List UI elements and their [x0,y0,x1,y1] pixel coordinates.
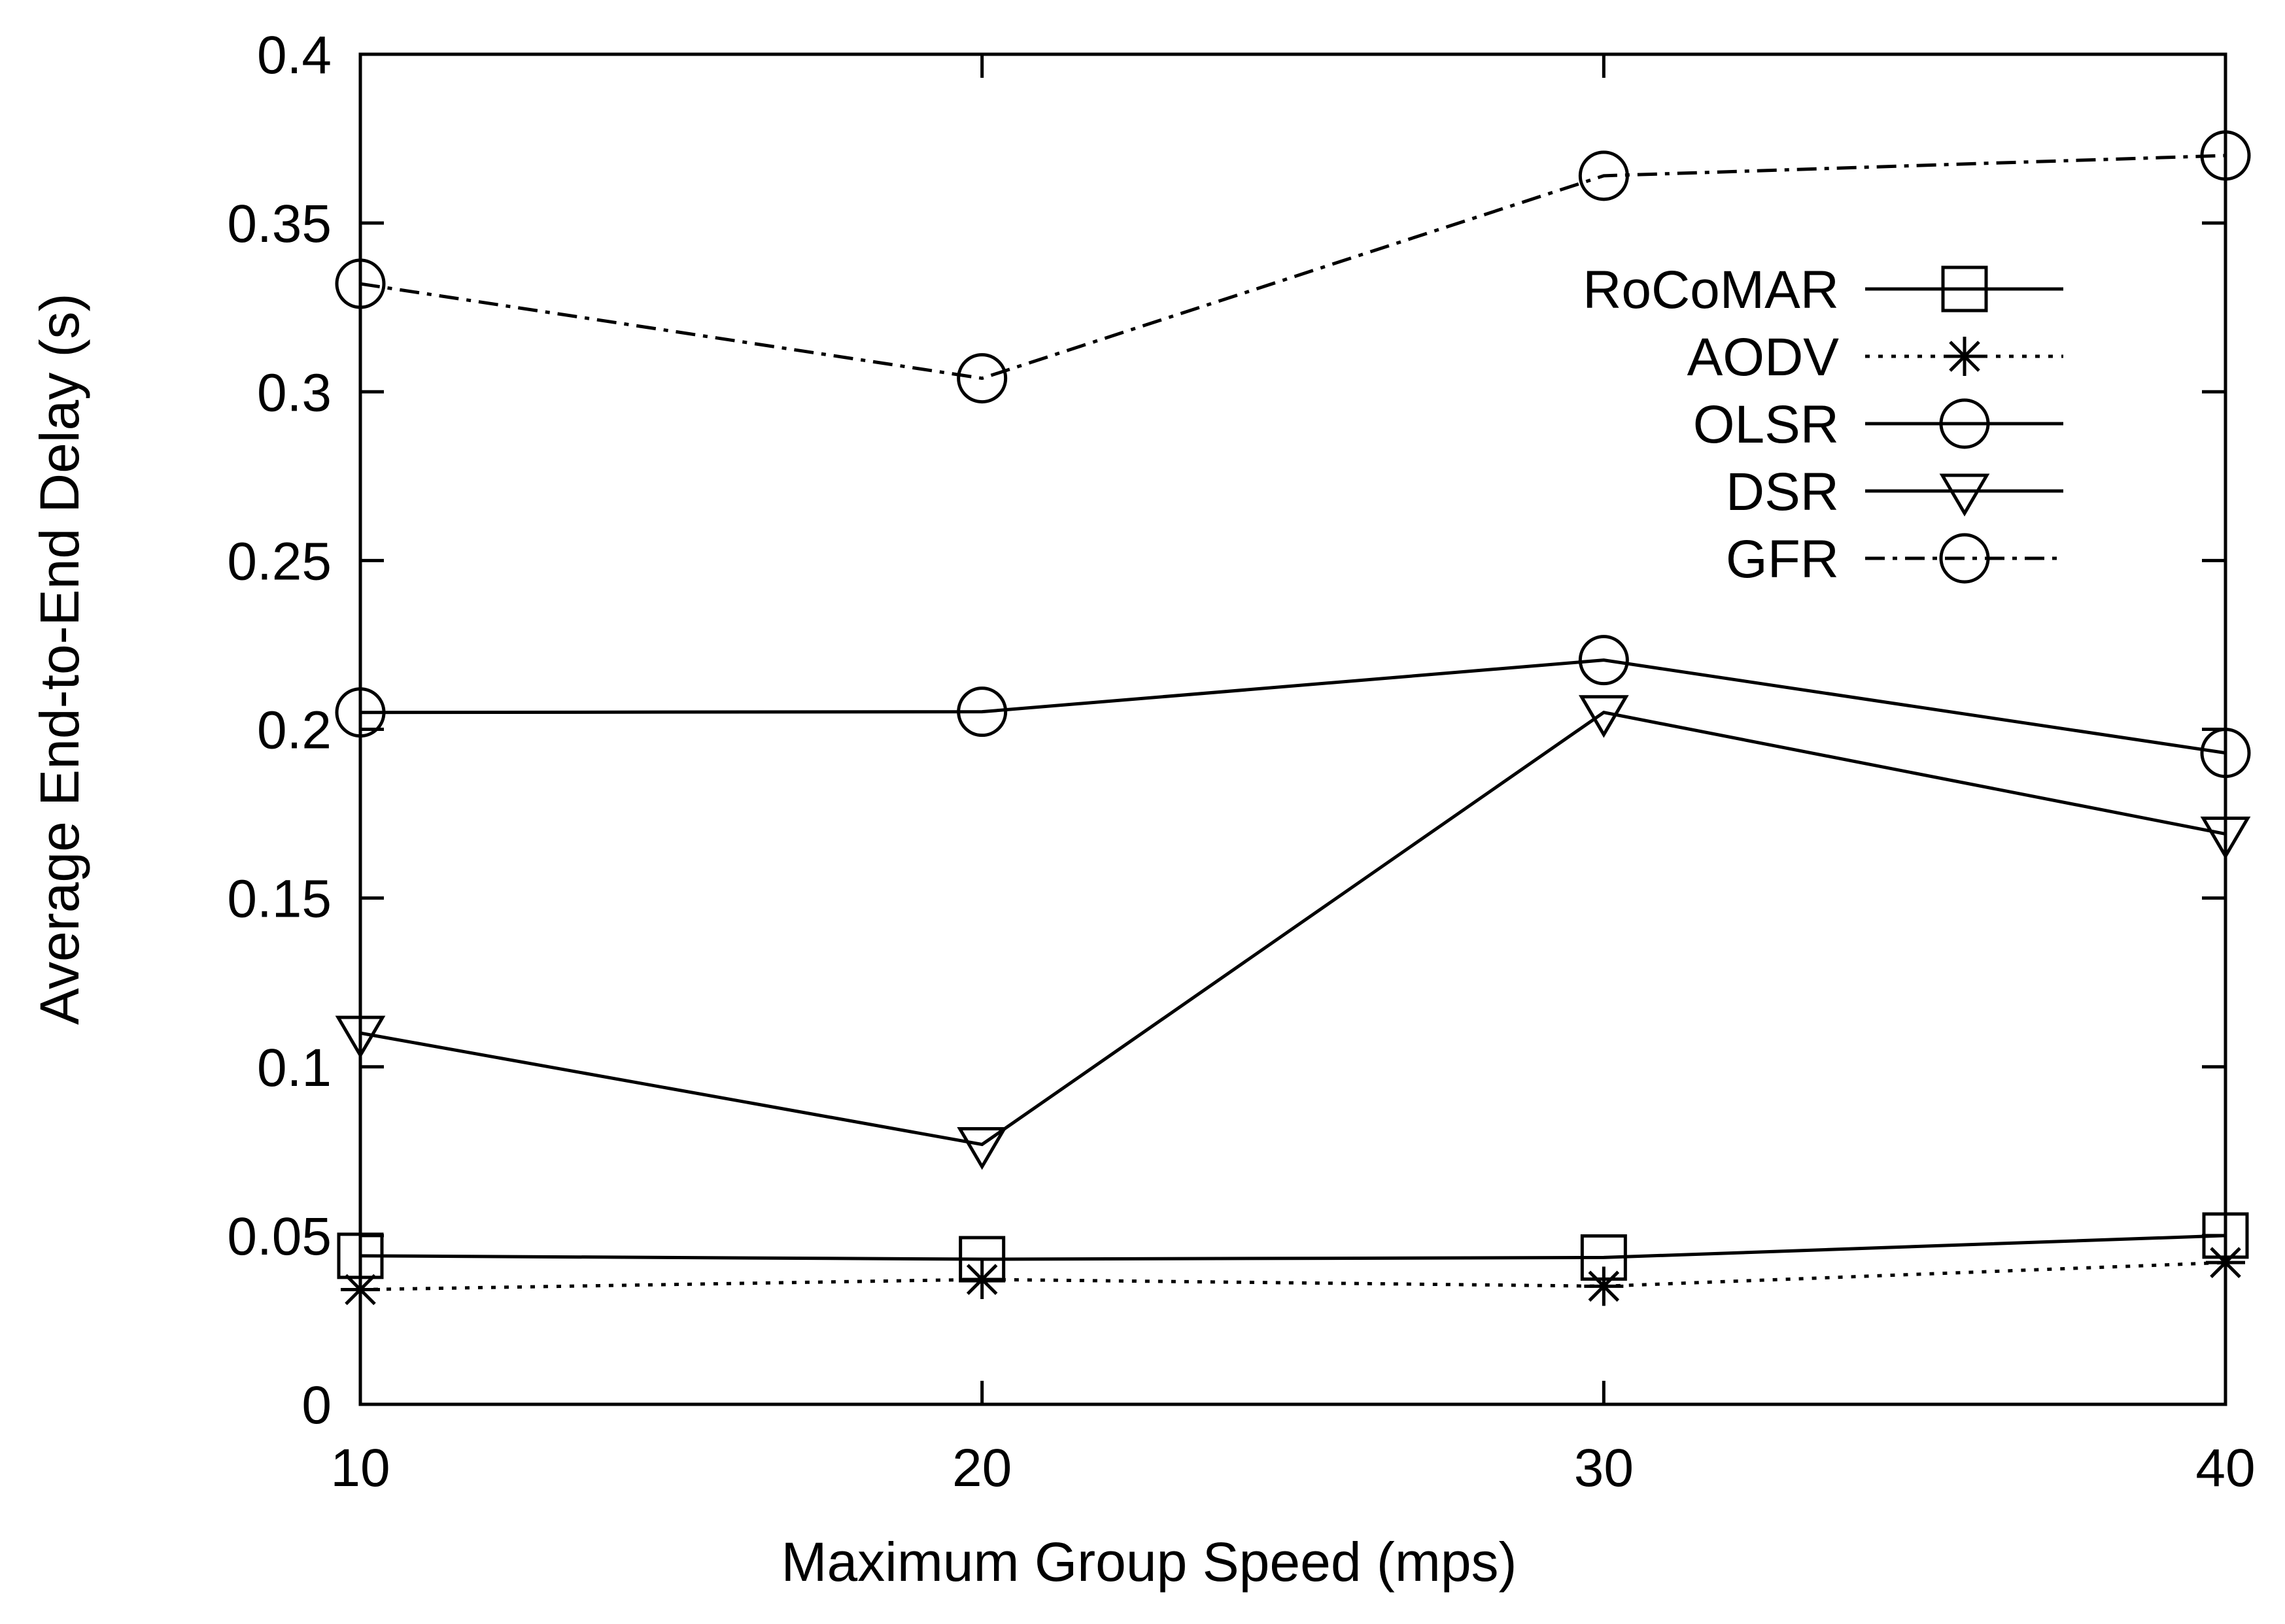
gfr-marker [335,258,386,309]
legend-marker-aodv [1945,337,1984,376]
legend-marker-olsr [1939,398,1990,449]
legend-label-aodv: AODV [1687,328,1840,387]
series-olsr [335,635,2251,779]
axis-ticks: 0 0.05 0.1 0.15 0.2 0.25 0.3 0.35 0.4 10 20 30 40 [227,25,2255,1498]
legend-item-olsr: OLSR [1693,395,2063,454]
olsr-marker [1578,635,1629,686]
y-tick-label: 0.35 [227,194,332,254]
y-tick-label: 0.15 [227,870,332,929]
dsr-marker [335,1015,386,1059]
olsr-line [360,658,2226,755]
dsr-marker [1578,695,1629,738]
legend: RoCoMAR AODV OLSR DSR GFR [1583,260,2063,589]
legend-item-gfr: GFR [1726,530,2063,589]
x-tick-label: 40 [2195,1438,2255,1498]
olsr-marker [335,687,386,738]
y-axis-title: Average End-to-End Delay (s) [29,294,90,1025]
aodv-marker [2206,1243,2245,1283]
aodv-marker [962,1259,1002,1299]
series-dsr [335,695,2251,1170]
y-tick-label: 0.25 [227,532,332,591]
legend-label-gfr: GFR [1726,530,1839,589]
legend-label-olsr: OLSR [1693,395,1839,454]
series-gfr [335,130,2251,404]
y-tick-label: 0.3 [257,363,332,422]
y-tick-label: 0.1 [257,1038,332,1098]
legend-label-rocomar: RoCoMAR [1583,260,1839,320]
legend-label-dsr: DSR [1726,462,1839,522]
olsr-marker [2200,728,2251,779]
x-tick-label: 20 [952,1438,1012,1498]
dsr-line [360,711,2226,1147]
x-tick-label: 30 [1574,1438,1634,1498]
series-rocomar [337,1212,2249,1283]
y-tick-label: 0 [301,1376,332,1435]
rocomar-line [360,1234,2226,1261]
legend-item-rocomar: RoCoMAR [1583,260,2063,320]
x-tick-label: 10 [330,1438,390,1498]
olsr-marker [957,686,1008,737]
legend-marker-dsr [1939,473,1990,516]
dsr-marker [2200,817,2251,860]
aodv-marker [341,1270,380,1310]
gfr-marker [2200,130,2251,181]
plot-area [358,52,2227,1406]
series-layer [335,130,2251,1310]
gfr-marker [957,353,1008,404]
aodv-marker [1584,1266,1624,1306]
legend-marker-rocomar [1941,265,1988,313]
dsr-marker [957,1126,1008,1170]
y-tick-label: 0.2 [257,701,332,760]
legend-item-aodv: AODV [1687,328,2063,387]
x-axis-title: Maximum Group Speed (mps) [781,1531,1517,1593]
y-tick-label: 0.05 [227,1207,332,1266]
y-tick-label: 0.4 [257,25,332,85]
gfr-marker [1578,150,1629,201]
series-aodv [341,1243,2245,1310]
aodv-line [360,1260,2226,1291]
legend-item-dsr: DSR [1726,462,2063,522]
legend-marker-gfr [1939,533,1990,584]
plot-border [358,52,2227,1406]
